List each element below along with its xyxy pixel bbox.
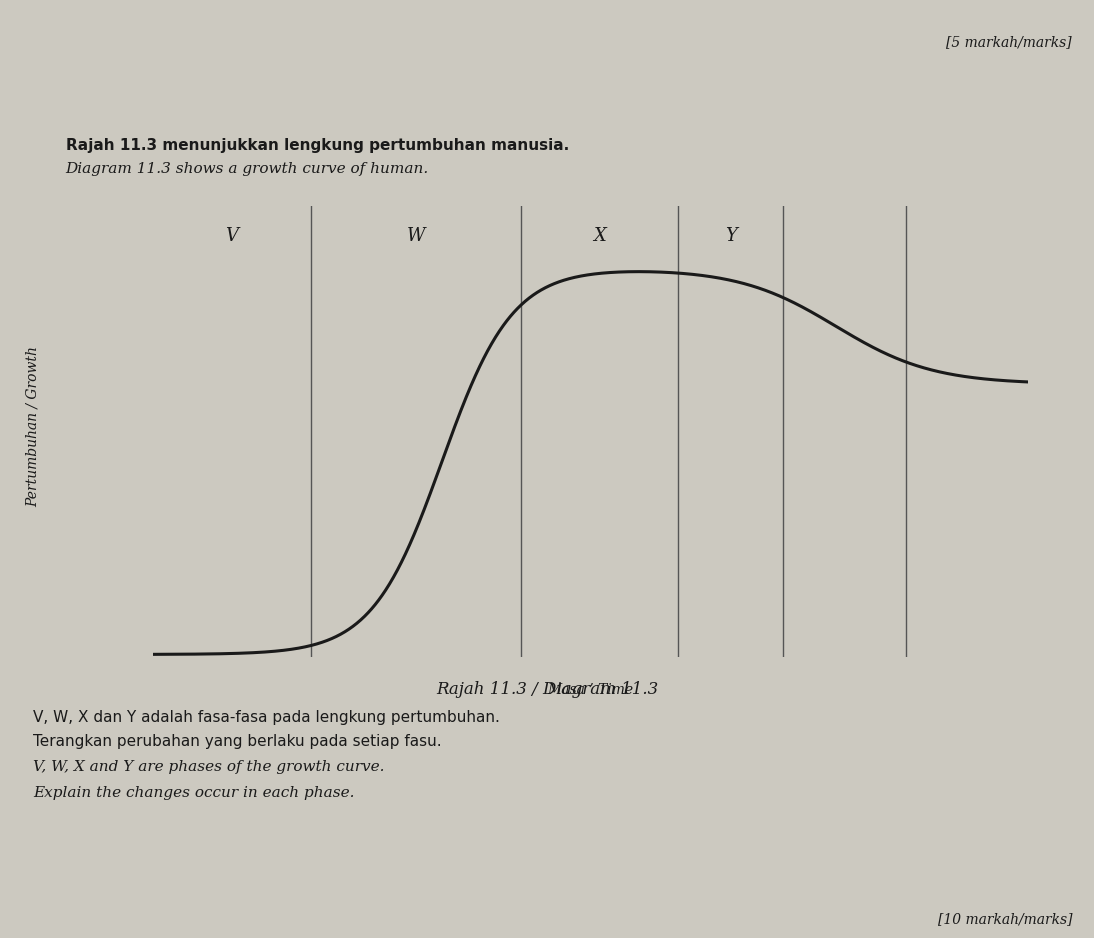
Text: Terangkan perubahan yang berlaku pada setiap fasu.: Terangkan perubahan yang berlaku pada se… xyxy=(33,734,442,749)
Text: Y: Y xyxy=(725,227,736,245)
Text: Masa ’ Time: Masa ’ Time xyxy=(548,684,633,697)
Text: [5 markah/marks]: [5 markah/marks] xyxy=(946,36,1072,49)
Text: W: W xyxy=(407,227,424,245)
Text: Rajah 11.3 menunjukkan lengkung pertumbuhan manusia.: Rajah 11.3 menunjukkan lengkung pertumbu… xyxy=(66,138,569,153)
Text: [10 markah/marks]: [10 markah/marks] xyxy=(938,913,1072,926)
Text: V, W, X and Y are phases of the growth curve.: V, W, X and Y are phases of the growth c… xyxy=(33,761,384,774)
Text: Diagram 11.3 shows a growth curve of human.: Diagram 11.3 shows a growth curve of hum… xyxy=(66,162,429,175)
Text: Pertumbuhan / Growth: Pertumbuhan / Growth xyxy=(26,346,39,507)
Text: V: V xyxy=(225,227,238,245)
Text: Rajah 11.3 / Diagram 11.3: Rajah 11.3 / Diagram 11.3 xyxy=(435,681,659,698)
Text: Explain the changes occur in each phase.: Explain the changes occur in each phase. xyxy=(33,786,354,799)
Text: V, W, X dan Y adalah fasa-fasa pada lengkung pertumbuhan.: V, W, X dan Y adalah fasa-fasa pada leng… xyxy=(33,710,500,725)
Text: X: X xyxy=(593,227,606,245)
